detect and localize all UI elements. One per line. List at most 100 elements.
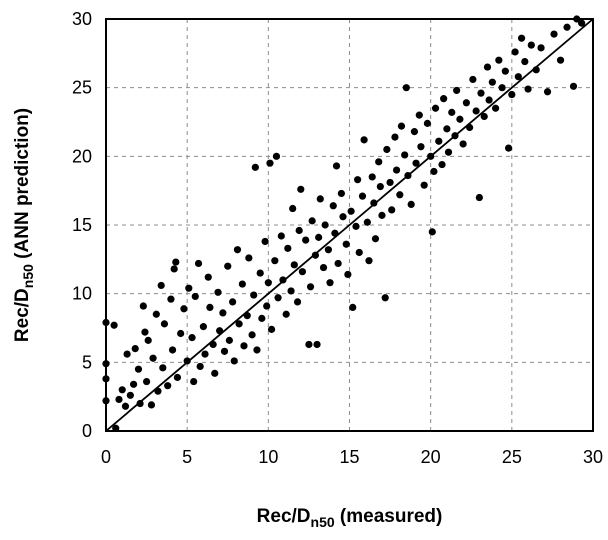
data-point <box>472 107 480 115</box>
data-point <box>420 181 428 189</box>
x-axis-title-sub: n50 <box>311 514 335 530</box>
data-point <box>144 336 152 344</box>
data-point <box>271 257 279 265</box>
x-tick-label: 10 <box>258 447 278 467</box>
data-point <box>527 41 535 49</box>
data-point <box>511 48 519 56</box>
y-tick-label: 5 <box>82 352 92 372</box>
data-point <box>344 270 352 279</box>
data-point <box>337 189 345 198</box>
data-point <box>172 258 180 266</box>
data-point <box>121 402 130 410</box>
data-point <box>355 248 363 257</box>
data-point <box>196 362 204 371</box>
data-point <box>423 119 432 127</box>
data-point <box>219 309 227 317</box>
x-tick-label: 0 <box>101 447 111 467</box>
data-point <box>488 78 496 86</box>
reference-line <box>105 18 594 432</box>
data-point <box>258 314 266 322</box>
data-point <box>410 128 419 136</box>
data-point <box>224 262 232 270</box>
data-point <box>211 369 219 377</box>
data-point <box>168 346 177 354</box>
data-point <box>469 75 477 84</box>
data-point <box>462 99 470 107</box>
data-point <box>368 173 376 181</box>
data-point <box>412 159 420 167</box>
data-point <box>391 133 399 141</box>
data-point <box>347 207 355 215</box>
data-point <box>556 56 565 64</box>
data-point <box>550 30 558 38</box>
data-point <box>238 280 246 288</box>
data-point <box>477 89 485 97</box>
data-point <box>415 111 423 119</box>
data-point <box>480 112 488 121</box>
data-point <box>147 401 156 409</box>
data-point <box>492 104 500 112</box>
data-point <box>459 140 467 148</box>
data-point <box>190 377 198 386</box>
data-point <box>289 204 297 213</box>
data-point <box>199 323 207 331</box>
data-point <box>388 206 396 214</box>
data-point <box>206 303 214 311</box>
data-point <box>407 200 415 208</box>
data-point <box>375 158 383 166</box>
data-point <box>263 302 271 310</box>
data-point <box>498 84 506 92</box>
data-point <box>185 284 193 292</box>
data-point <box>315 233 323 241</box>
y-tick-label: 25 <box>72 78 92 98</box>
data-point <box>293 298 302 306</box>
data-point <box>448 108 456 116</box>
data-point <box>319 263 328 272</box>
data-point <box>277 232 285 240</box>
data-point <box>308 217 316 225</box>
y-axis-title: Rec/Dn50 (ANN prediction) <box>12 108 36 342</box>
data-point <box>251 163 259 171</box>
data-point <box>160 320 169 328</box>
x-tick-label: 25 <box>502 447 522 467</box>
data-point <box>256 269 264 277</box>
y-axis-title-main: Rec/D <box>12 288 33 342</box>
data-point <box>233 246 242 254</box>
data-point <box>363 218 371 226</box>
data-point <box>167 295 175 303</box>
y-tick-label: 10 <box>72 284 92 304</box>
data-point <box>188 334 196 342</box>
data-point <box>402 84 410 92</box>
data-point <box>396 191 404 199</box>
data-point <box>365 257 373 265</box>
data-point <box>240 342 248 350</box>
data-point <box>141 328 149 336</box>
data-point <box>371 235 380 243</box>
data-point <box>305 340 313 349</box>
data-point <box>339 213 347 221</box>
data-point <box>306 283 315 291</box>
y-axis-title-sub: n50 <box>20 264 36 288</box>
data-point <box>123 350 131 358</box>
data-point <box>508 90 516 99</box>
data-point <box>287 287 295 295</box>
y-tick-label: 15 <box>72 215 92 235</box>
data-point <box>543 88 552 96</box>
data-point <box>220 347 229 355</box>
data-point <box>329 202 337 210</box>
x-axis-title: Rec/Dn50 (measured) <box>257 506 443 530</box>
data-point <box>521 57 529 66</box>
data-point <box>164 382 172 390</box>
data-point <box>126 391 134 399</box>
data-point <box>397 122 406 130</box>
data-point <box>201 350 209 358</box>
data-point <box>501 67 509 75</box>
data-point <box>284 244 292 252</box>
x-tick-labels: 0 5 10 15 20 25 30 <box>101 447 603 467</box>
data-point <box>214 288 222 296</box>
data-point <box>173 373 182 382</box>
data-point <box>430 167 438 176</box>
data-point <box>524 85 532 93</box>
x-tick-label: 15 <box>339 447 359 467</box>
